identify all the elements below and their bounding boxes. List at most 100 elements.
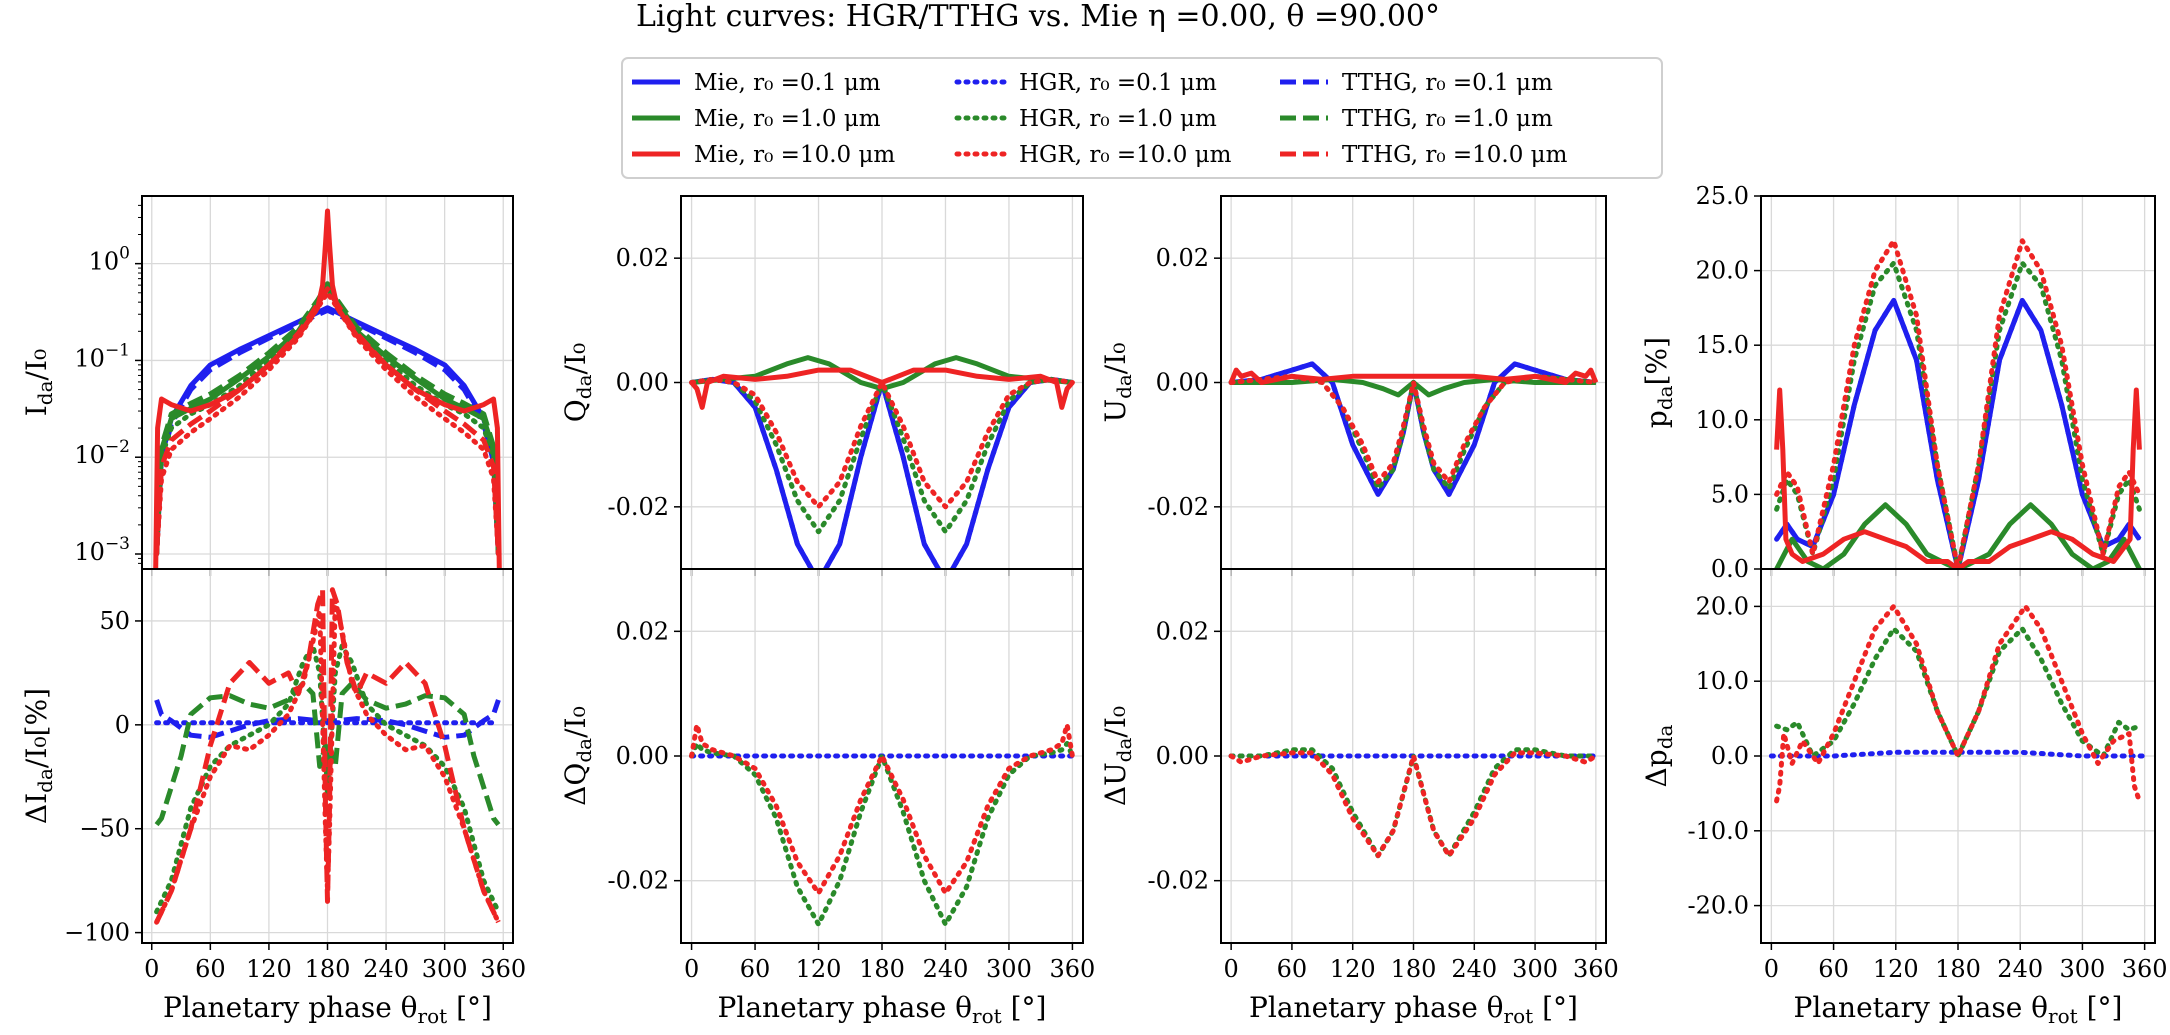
y-tick-label: -0.02	[1147, 867, 1209, 895]
legend-label: TTHG, r₀ =10.0 μm	[1342, 142, 1568, 168]
panel-p: 0.0 5.0 10.0 15.0 20.0 25.0 pda[%]	[1640, 182, 2156, 583]
x-tick-label: 60	[740, 955, 771, 983]
x-axis-label: Planetary phase θrot [°]	[163, 991, 492, 1028]
plot-frame	[141, 568, 514, 944]
y-tick-label: 15.0	[1696, 331, 1749, 359]
y-tick-label: −100	[64, 919, 130, 947]
series-line	[1774, 238, 2142, 569]
series-line	[689, 741, 1075, 927]
figure-title: Light curves: HGR/TTHG vs. Mie η =0.00, …	[636, 0, 1440, 34]
y-tick-label: 100	[89, 244, 130, 276]
legend-label: HGR, r₀ =0.1 μm	[1019, 70, 1217, 96]
y-tick-label: -0.02	[607, 867, 669, 895]
series-line	[154, 286, 501, 555]
legend-label: HGR, r₀ =1.0 μm	[1019, 106, 1217, 132]
y-tick-label: 10−1	[74, 340, 130, 372]
y-tick-label: 10−2	[74, 437, 130, 469]
x-tick-label: 60	[1277, 955, 1308, 983]
x-tick-label: 0	[144, 955, 159, 983]
y-tick-label: 0.00	[1156, 742, 1209, 770]
x-tick-label: 300	[422, 955, 468, 983]
y-tick-label: -10.0	[1687, 817, 1749, 845]
y-axis-label: Uda/I₀	[1099, 342, 1136, 422]
x-tick-label: 0	[1223, 955, 1238, 983]
x-tick-label: 120	[1873, 955, 1919, 983]
plot-frame	[1220, 568, 1607, 944]
panel-dU: -0.02 0.00 0.02 0 60 120 180 240 300 360 ΔUda/I₀ Pl…	[1099, 568, 1619, 1028]
panel-dQ: -0.02 0.00 0.02 0 60 120 180 240 300 360 ΔQda/I₀ Pl…	[559, 568, 1096, 1028]
x-tick-label: 180	[1935, 955, 1981, 983]
x-tick-label: 360	[1573, 955, 1619, 983]
x-tick-label: 180	[1391, 955, 1437, 983]
series-line	[154, 307, 501, 555]
x-axis-label: Planetary phase θrot [°]	[1794, 991, 2123, 1028]
x-tick-label: 240	[1451, 955, 1497, 983]
y-axis-label: pda[%]	[1640, 337, 1677, 428]
y-tick-label: 0.0	[1711, 742, 1749, 770]
y-tick-label: 0.02	[1156, 617, 1209, 645]
x-tick-label: 180	[859, 955, 905, 983]
y-tick-label: 0.00	[616, 369, 669, 397]
legend-box	[621, 57, 1663, 179]
panel-dp: -20.0 -10.0 0.0 10.0 20.0 0 60 120 180 240 300 360 Δ…	[1640, 568, 2168, 1028]
x-tick-label: 60	[1818, 955, 1849, 983]
x-tick-label: 360	[480, 955, 526, 983]
legend-label: Mie, r₀ =1.0 μm	[694, 106, 881, 132]
x-tick-label: 60	[195, 955, 226, 983]
legend-label: HGR, r₀ =10.0 μm	[1019, 142, 1232, 168]
series-line	[154, 597, 501, 925]
legend-label: TTHG, r₀ =1.0 μm	[1342, 106, 1553, 132]
y-tick-label: 25.0	[1696, 182, 1749, 210]
x-tick-label: 120	[796, 955, 842, 983]
series-line	[154, 587, 501, 924]
y-tick-label: 0.00	[616, 742, 669, 770]
legend-label: TTHG, r₀ =0.1 μm	[1342, 70, 1553, 96]
y-tick-label: -20.0	[1687, 892, 1749, 920]
y-tick-label: 20.0	[1696, 257, 1749, 285]
plot-frame	[1760, 568, 2156, 944]
panels: 10−310−210−1100Ida/I₀-0.020.000.02Qda/I₀…	[20, 182, 2168, 1028]
y-tick-label: 10.0	[1696, 406, 1749, 434]
y-tick-label: -0.02	[607, 493, 669, 521]
y-axis-label: ΔIda/I₀[%]	[20, 688, 57, 824]
y-axis-label: Δpda	[1640, 724, 1677, 787]
series-line	[1228, 750, 1599, 859]
y-tick-label: 0	[115, 711, 130, 739]
x-tick-label: 360	[1050, 955, 1096, 983]
plot-frame	[680, 568, 1084, 944]
series-line	[689, 376, 1075, 510]
x-tick-label: 240	[923, 955, 969, 983]
x-tick-label: 300	[1512, 955, 1558, 983]
series-line	[1774, 387, 2142, 569]
series-line	[1228, 367, 1599, 385]
x-tick-label: 240	[363, 955, 409, 983]
legend-label: Mie, r₀ =0.1 μm	[694, 70, 881, 96]
y-tick-label: 0.0	[1711, 555, 1749, 583]
panel-U: -0.02 0.00 0.02 Uda/I₀	[1099, 195, 1607, 576]
y-tick-label: 10−3	[74, 534, 130, 566]
y-tick-label: 5.0	[1711, 480, 1749, 508]
panel-I: 10−3 10−2 10−1 100 Ida/I₀	[20, 195, 514, 576]
x-tick-label: 120	[246, 955, 292, 983]
y-axis-label: Qda/I₀	[559, 343, 596, 422]
y-tick-label: 0.02	[616, 244, 669, 272]
x-tick-label: 360	[2122, 955, 2168, 983]
series-line	[1228, 373, 1599, 485]
x-tick-label: 0	[1764, 955, 1779, 983]
y-tick-label: 0.00	[1156, 369, 1209, 397]
series-line	[1774, 603, 2142, 804]
y-tick-label: 20.0	[1696, 592, 1749, 620]
y-tick-label: 10.0	[1696, 667, 1749, 695]
y-tick-label: -0.02	[1147, 493, 1209, 521]
panel-dI: −100 −50 0 50 0 60 120 180 240 300 360 ΔIda/I₀[%] Pl…	[20, 568, 526, 1028]
y-tick-label: 50	[99, 607, 130, 635]
x-tick-label: 240	[1997, 955, 2043, 983]
panel-Q: -0.02 0.00 0.02 Qda/I₀	[559, 195, 1084, 576]
y-axis-label: Ida/I₀	[20, 349, 57, 417]
x-tick-label: 0	[684, 955, 699, 983]
legend: Mie, r₀ =0.1 μm HGR, r₀ =0.1 μm TTHG, r₀ =…	[621, 57, 1663, 179]
x-tick-label: 120	[1330, 955, 1376, 983]
series-line	[153, 208, 502, 569]
y-axis-label: ΔQda/I₀	[559, 706, 596, 806]
